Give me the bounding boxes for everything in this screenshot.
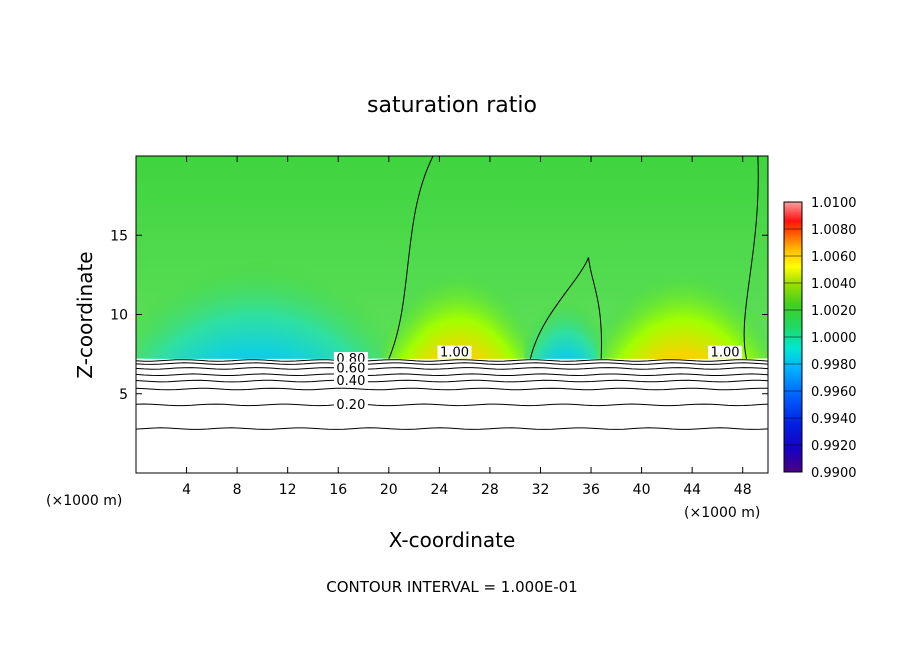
contour-label: 0.40 <box>336 374 365 389</box>
contour-label: 0.60 <box>336 362 365 377</box>
y-tick-label: 10 <box>110 308 128 324</box>
x-tick-label: 36 <box>582 482 600 498</box>
contour-line <box>136 387 768 391</box>
contour-label-bg <box>437 345 472 359</box>
x-tick-label: 16 <box>329 482 347 498</box>
colorbar-label: 1.0100 <box>811 196 857 211</box>
x-tick-label: 44 <box>683 482 701 498</box>
below-cloud-base <box>136 358 768 473</box>
x-tick-label: 40 <box>633 482 651 498</box>
colorbar-label: 0.9900 <box>811 466 857 481</box>
contour-label-bg <box>333 361 368 375</box>
contour-line <box>136 373 768 377</box>
contour-line <box>136 379 768 383</box>
colorbar-label: 1.0000 <box>811 331 857 346</box>
field-layer <box>136 189 768 473</box>
colorbar-label: 1.0040 <box>811 277 857 292</box>
x-axis-unit-right: (×1000 m) <box>684 505 760 521</box>
contour-label-bg <box>333 398 368 412</box>
contour-label-bg <box>708 345 743 359</box>
contour-interval-note: CONTOUR INTERVAL = 1.000E-01 <box>326 578 577 596</box>
contour-label: 0.20 <box>336 398 365 413</box>
contour-line-one <box>743 156 759 359</box>
colorbar-label: 1.0080 <box>811 223 857 238</box>
contour-line <box>136 403 768 407</box>
colorbar-label: 0.9920 <box>811 439 857 454</box>
contour-label: 1.00 <box>711 346 740 361</box>
contour-line <box>136 367 768 370</box>
colorbar-label: 0.9960 <box>811 385 857 400</box>
x-tick-label: 4 <box>182 482 191 498</box>
contour-line-one <box>388 156 434 360</box>
colorbar-label: 1.0060 <box>811 250 857 265</box>
contour-line <box>136 362 768 365</box>
x-tick-label: 48 <box>734 482 752 498</box>
x-tick-label: 24 <box>430 482 448 498</box>
x-tick-label: 28 <box>481 482 499 498</box>
colorbar-label: 1.0020 <box>811 304 857 319</box>
y-tick-label: 5 <box>119 387 128 403</box>
plot-area: 1.00 1.000.800.600.400.20 <box>136 156 768 473</box>
contour-label-bg <box>333 374 368 388</box>
x-tick-label: 32 <box>532 482 550 498</box>
chart-title: saturation ratio <box>367 93 537 118</box>
contour-line <box>136 427 768 430</box>
colorbar-label: 0.9980 <box>811 358 857 373</box>
x-axis: 4 8 12 16 20 24 28 32 36 40 44 48 <box>182 156 752 498</box>
contour-label: 1.00 <box>440 346 469 361</box>
colorbar-labels: 1.0100 1.0080 1.0060 1.0040 1.0020 1.0000 0.99… <box>784 196 857 481</box>
contour-line <box>136 359 768 362</box>
x-axis-unit-left: (×1000 m) <box>46 493 122 509</box>
y-axis-label: Z-coordinate <box>73 251 97 378</box>
y-tick-label: 15 <box>110 228 128 244</box>
y-axis: 5 10 15 <box>110 228 768 403</box>
x-tick-label: 8 <box>233 482 242 498</box>
colorbar: 1.0100 1.0080 1.0060 1.0040 1.0020 1.0000 0.99… <box>783 196 857 481</box>
x-tick-label: 12 <box>279 482 297 498</box>
x-tick-label: 20 <box>380 482 398 498</box>
contour-line-one <box>529 257 602 359</box>
colorbar-label: 0.9940 <box>811 412 857 427</box>
contour-layer: 1.00 1.000.800.600.400.20 <box>136 156 768 430</box>
x-axis-label: X-coordinate <box>389 528 516 552</box>
